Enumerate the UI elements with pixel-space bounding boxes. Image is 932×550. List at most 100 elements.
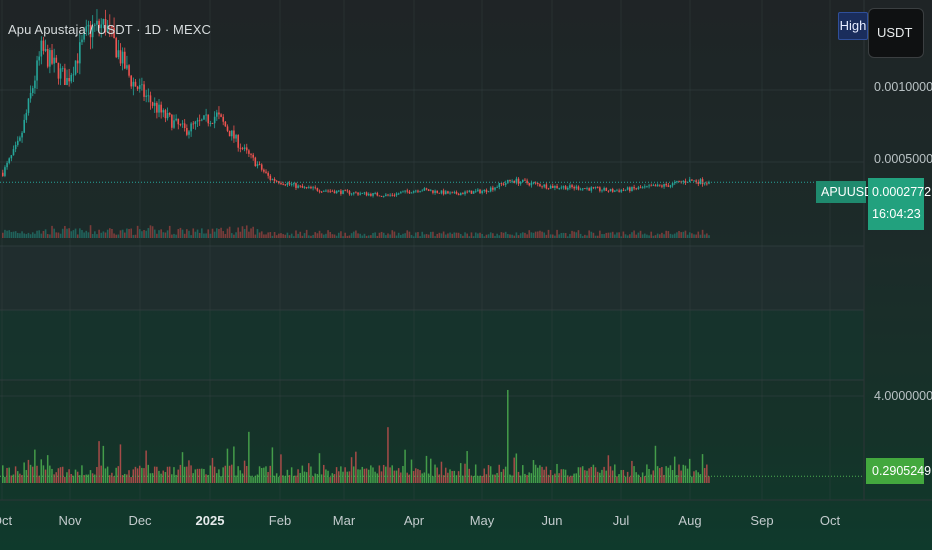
volume-bar [688,232,691,238]
volume-bar [49,234,51,238]
volume-bar [34,233,36,238]
high-badge[interactable]: High [838,12,868,40]
indicator-bar [502,469,505,483]
volume-bar [164,232,167,238]
candle-body [286,183,289,185]
indicator-bar [27,459,30,483]
indicator-bar [532,460,535,483]
candle-body [282,183,284,185]
candle-body [72,74,75,76]
indicator-bar [117,466,120,483]
candle-body [633,186,635,189]
indicator-bar [203,468,205,483]
volume-bar [2,232,4,238]
candle-body [438,192,441,194]
volume-bar [81,230,83,238]
indicator-bar [310,466,312,483]
volume-bar [415,232,417,238]
candle-body [425,188,428,190]
candle-body [637,187,640,190]
candle-body [188,131,190,135]
volume-bar [487,234,490,238]
indicator-bar [49,465,51,483]
indicator-bar [393,470,396,483]
candle-body [440,190,443,194]
currency-button[interactable]: USDT [868,8,924,58]
volume-bar [119,230,122,238]
indicator-bar [611,470,614,483]
volume-bar [528,230,531,238]
candle-body [434,190,436,193]
indicator-bar [661,467,663,483]
volume-bar [59,233,62,238]
volume-bar [382,232,385,238]
indicator-bar [119,444,122,483]
volume-bar [248,231,250,238]
indicator-bar [149,473,152,483]
indicator-bar [278,476,280,483]
indicator-bar [701,454,704,483]
indicator-bar [290,467,293,483]
indicator-bar [579,467,582,483]
indicator-bar [250,475,252,483]
volume-bar [94,231,96,238]
volume-bar [611,231,614,238]
candle-body [310,186,312,189]
indicator-bar [252,477,254,483]
indicator-bar [410,459,413,483]
indicator-bar [113,476,115,483]
indicator-bar [504,466,507,483]
volume-bar [98,229,100,238]
indicator-bar [468,468,471,483]
indicator-bar [650,474,652,483]
volume-bar [551,234,554,238]
indicator-bar [312,476,314,483]
volume-bar [222,231,225,238]
indicator-bar [76,471,79,483]
indicator-bar [496,472,498,483]
indicator-bar [618,474,620,483]
indicator-bar [96,466,98,483]
candle-body [100,24,103,29]
candle-body [644,186,646,188]
candle-body [665,184,667,186]
indicator-bar [466,451,468,483]
candle-body [673,182,676,184]
indicator-bar [14,466,17,483]
volume-bar [697,231,700,238]
volume-bar [395,235,398,238]
indicator-bar [464,463,466,483]
candle-body [4,167,6,176]
indicator-bar [451,471,453,483]
volume-bar [468,236,471,238]
volume-bar [459,234,462,238]
volume-bar [378,232,381,238]
volume-bar [539,230,541,238]
indicator-bar [507,389,509,483]
volume-bar [237,227,239,238]
indicator-bar [665,466,667,483]
indicator-bar [348,471,351,483]
volume-bar [472,236,475,238]
candle-body [605,188,608,191]
candle-body [280,183,282,184]
volume-bar [278,233,280,238]
volume-bar [123,232,126,238]
indicator-bar [374,471,376,483]
indicator-bar [515,453,518,483]
volume-bar [38,230,40,238]
indicator-bar [616,476,618,483]
volume-bar [432,231,434,238]
candle-body [36,60,38,81]
indicator-bar [237,466,239,483]
candle-body [162,110,165,113]
candle-body [245,147,248,151]
candle-body [483,189,486,192]
candle-body [697,182,700,184]
indicator-bar [6,467,8,483]
candle-body [250,153,252,155]
candle-body [352,192,355,194]
indicator-bar [626,471,629,483]
volume-bar [603,234,605,238]
